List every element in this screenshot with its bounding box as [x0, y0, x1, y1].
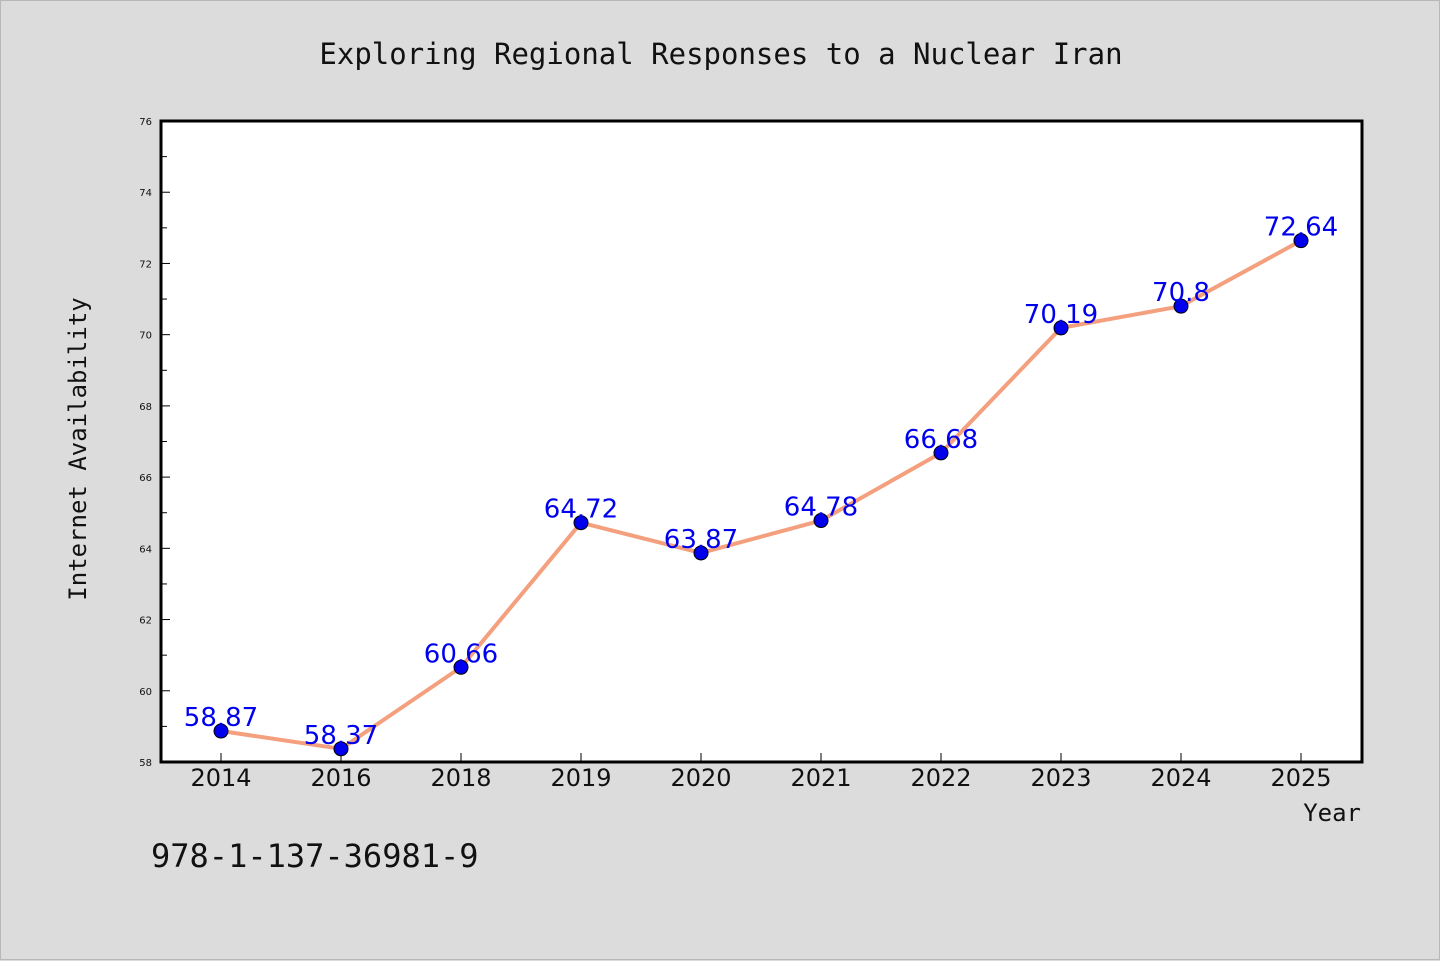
x-axis: 2014 2016 2018 2019 2020 2021 2022 2023 2024 2025 [190, 753, 1332, 792]
x-tick-label: 2021 [790, 764, 851, 792]
isbn-code: 978-1-137-36981-9 [151, 837, 479, 875]
x-tick-label: 2014 [190, 764, 251, 792]
data-labels: 58.87 58.37 60.66 64.72 63.87 64.78 66.68 70.19… [184, 213, 1338, 751]
data-point [1173, 298, 1189, 314]
series-markers [213, 233, 1309, 757]
data-point [693, 545, 709, 561]
y-tick-label: 74 [139, 188, 152, 199]
x-tick-label: 2023 [1030, 764, 1091, 792]
data-label: 66.68 [904, 425, 978, 455]
data-point [453, 659, 469, 675]
data-point [333, 741, 349, 757]
y-tick-label: 58 [139, 758, 152, 769]
y-axis: 58 60 62 64 66 68 70 72 74 76 [139, 117, 170, 769]
data-label: 64.72 [544, 495, 618, 525]
data-point [573, 515, 589, 531]
data-point [213, 723, 229, 739]
data-point [813, 513, 829, 529]
x-tick-label: 2019 [550, 764, 611, 792]
y-tick-label: 70 [139, 331, 152, 342]
data-label: 58.37 [304, 721, 378, 751]
data-label: 70.8 [1152, 278, 1210, 308]
y-tick-label: 66 [139, 473, 152, 484]
x-axis-label: Year [1303, 799, 1361, 827]
y-tick-label: 68 [139, 402, 152, 413]
chart-title: Exploring Regional Responses to a Nuclea… [319, 37, 1122, 71]
data-point [1293, 233, 1309, 249]
y-tick-label: 64 [139, 544, 152, 555]
data-label: 70.19 [1024, 300, 1098, 330]
y-tick-label: 72 [139, 259, 152, 270]
y-tick-label: 62 [139, 616, 152, 627]
y-tick-label: 76 [139, 117, 152, 128]
y-axis-label: Internet Availability [64, 297, 92, 600]
data-label: 60.66 [424, 639, 498, 669]
data-label: 72.64 [1264, 213, 1338, 243]
x-tick-label: 2018 [430, 764, 491, 792]
y-tick-label: 60 [139, 687, 152, 698]
data-point [1053, 320, 1069, 336]
data-label: 58.87 [184, 703, 258, 733]
x-tick-label: 2022 [910, 764, 971, 792]
x-tick-label: 2024 [1150, 764, 1211, 792]
x-tick-label: 2025 [1270, 764, 1331, 792]
x-tick-label: 2016 [310, 764, 371, 792]
data-label: 64.78 [784, 493, 858, 523]
x-tick-label: 2020 [670, 764, 731, 792]
data-point [933, 445, 949, 461]
plot-area [159, 119, 1364, 764]
series-line [220, 238, 1302, 751]
data-label: 63.87 [664, 525, 738, 555]
